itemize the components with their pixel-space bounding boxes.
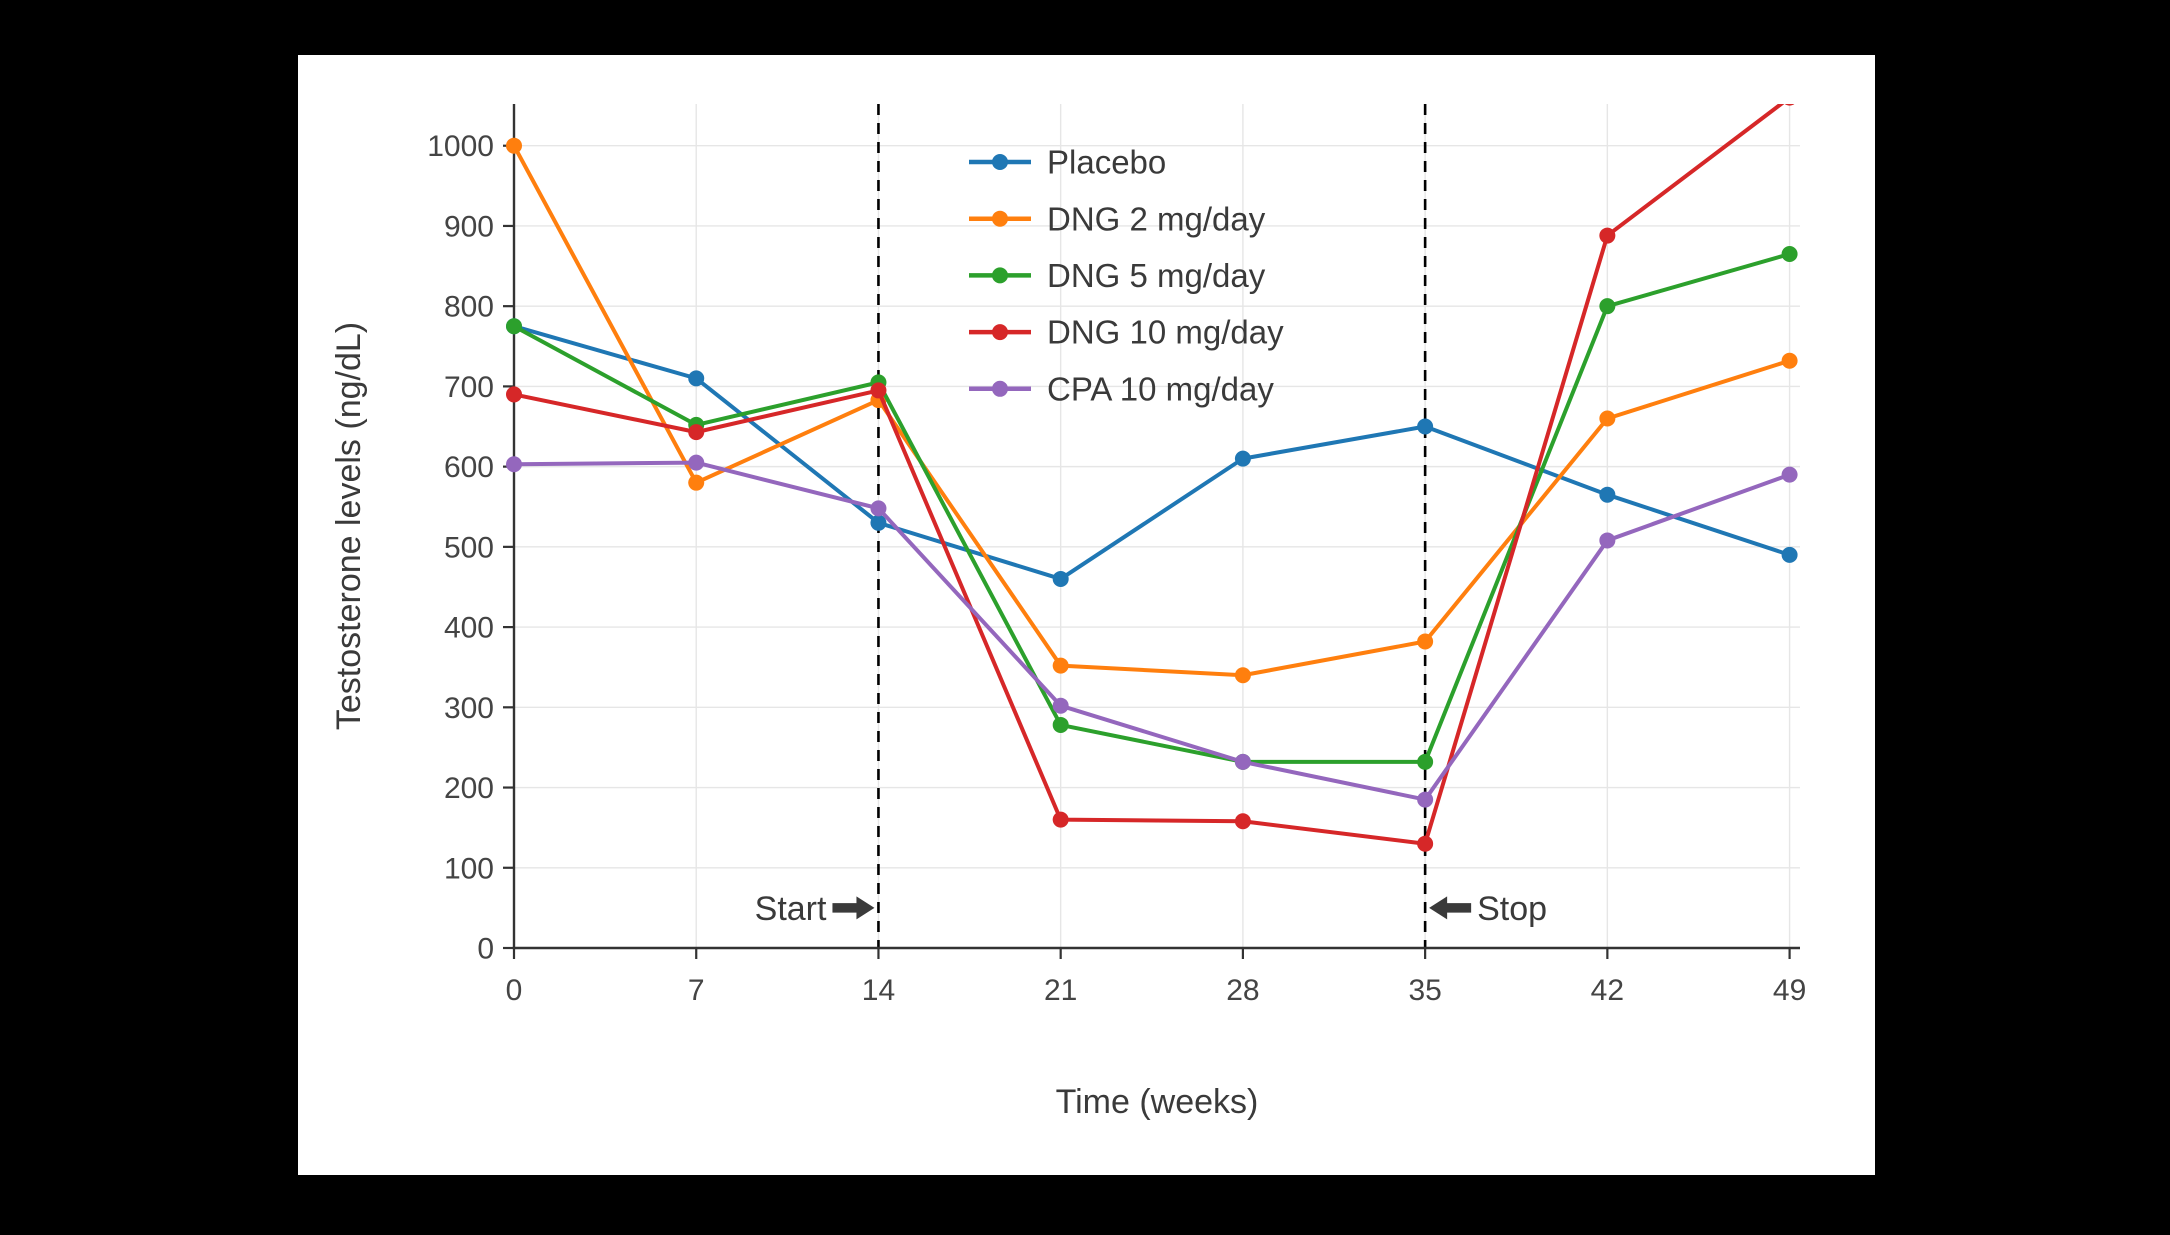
legend-item-placebo: Placebo: [969, 144, 1166, 181]
y-tick-label: 700: [444, 371, 494, 404]
x-tick-label: 21: [1044, 974, 1077, 1007]
data-point: [1599, 532, 1616, 549]
data-point: [688, 454, 705, 471]
data-point: [1599, 410, 1616, 427]
legend-item-dng-10-mg-day: DNG 10 mg/day: [969, 314, 1284, 351]
data-point: [1781, 546, 1798, 563]
series-cpa-10-mg-day: [506, 454, 1798, 808]
series-line: [512, 460, 1792, 802]
x-tick-label: 49: [1773, 974, 1806, 1007]
x-tick-label: 28: [1226, 974, 1259, 1007]
legend: Placebo DNG 2 mg/day DNG 5 mg/day DNG 10 mg…: [969, 144, 1284, 407]
series-line: [512, 104, 1785, 846]
data-point: [506, 456, 522, 473]
data-point: [1052, 811, 1069, 828]
y-tick-label: 500: [444, 531, 494, 564]
series-placebo: [506, 318, 1798, 587]
line-chart: 0 7 14 21 28 35 42 49 0 100 200 300 400 500 600 700 800 9…: [330, 104, 1806, 1121]
x-tick-label: 0: [506, 974, 523, 1007]
legend-marker: [992, 380, 1008, 397]
data-point: [1599, 298, 1616, 315]
legend-marker: [992, 267, 1008, 284]
data-point: [1052, 716, 1069, 733]
data-point: [506, 386, 522, 403]
legend-label: Placebo: [1047, 144, 1166, 181]
series-dng-10-mg-day: [506, 104, 1795, 852]
arrow-left-icon: [1429, 896, 1472, 920]
series-line: [512, 324, 1792, 581]
data-point: [1234, 753, 1251, 770]
legend-item-dng-2-mg-day: DNG 2 mg/day: [969, 200, 1266, 237]
data-point: [506, 137, 522, 154]
data-point: [688, 474, 705, 491]
legend-label: DNG 5 mg/day: [1047, 257, 1266, 294]
y-tick-label: 800: [444, 291, 494, 324]
data-point: [1781, 352, 1798, 369]
data-point: [870, 500, 887, 517]
annotation-label: Stop: [1477, 890, 1547, 928]
legend-marker: [992, 154, 1008, 170]
x-tick-label: 14: [862, 974, 895, 1007]
y-tick-label: 0: [477, 933, 494, 966]
legend-marker: [992, 210, 1008, 227]
data-point: [1234, 450, 1251, 467]
series-layer: [506, 104, 1798, 852]
data-point: [1599, 486, 1616, 503]
data-point: [1784, 104, 1795, 106]
data-point: [1417, 835, 1434, 852]
x-tick-label: 7: [688, 974, 705, 1007]
x-axis-title: Time (weeks): [1056, 1083, 1259, 1121]
data-point: [1781, 246, 1798, 263]
data-point: [870, 382, 887, 399]
legend-item-cpa-10-mg-day: CPA 10 mg/day: [969, 370, 1274, 407]
y-tick-label: 300: [444, 692, 494, 725]
data-point: [1781, 466, 1798, 483]
data-point: [1234, 667, 1251, 684]
data-point: [1417, 633, 1434, 650]
data-point: [1052, 657, 1069, 674]
x-tick-label: 42: [1591, 974, 1624, 1007]
annotation-stop: Stop: [1429, 890, 1547, 928]
y-tick-label: 200: [444, 772, 494, 805]
x-tick-label: 35: [1408, 974, 1441, 1007]
chart-card: 0 7 14 21 28 35 42 49 0 100 200 300 400 500 600 700 800 9…: [298, 55, 1875, 1175]
series-line: [512, 252, 1792, 764]
y-tick-label: 1000: [427, 130, 494, 163]
data-point: [1052, 570, 1069, 587]
annotation-label: Start: [755, 890, 827, 928]
annotation-start: Start: [755, 890, 875, 928]
y-tick-label: 600: [444, 451, 494, 484]
y-tick-label: 400: [444, 612, 494, 645]
legend-marker: [992, 324, 1008, 341]
data-point: [688, 424, 705, 441]
legend-item-dng-5-mg-day: DNG 5 mg/day: [969, 257, 1266, 294]
data-point: [506, 318, 522, 335]
y-tick-label: 900: [444, 210, 494, 243]
y-tick-label: 100: [444, 852, 494, 885]
y-axis-title: Testosterone levels (ng/dL): [330, 322, 368, 730]
data-point: [688, 370, 705, 387]
data-point: [1599, 227, 1616, 244]
data-point: [1052, 697, 1069, 714]
legend-label: CPA 10 mg/day: [1047, 370, 1274, 407]
data-point: [1417, 418, 1434, 435]
data-point: [1417, 791, 1434, 808]
legend-label: DNG 2 mg/day: [1047, 200, 1266, 237]
data-point: [870, 514, 887, 531]
data-point: [1417, 753, 1434, 770]
data-point: [1234, 813, 1251, 830]
legend-label: DNG 10 mg/day: [1047, 314, 1284, 351]
arrow-right-icon: [832, 896, 875, 920]
